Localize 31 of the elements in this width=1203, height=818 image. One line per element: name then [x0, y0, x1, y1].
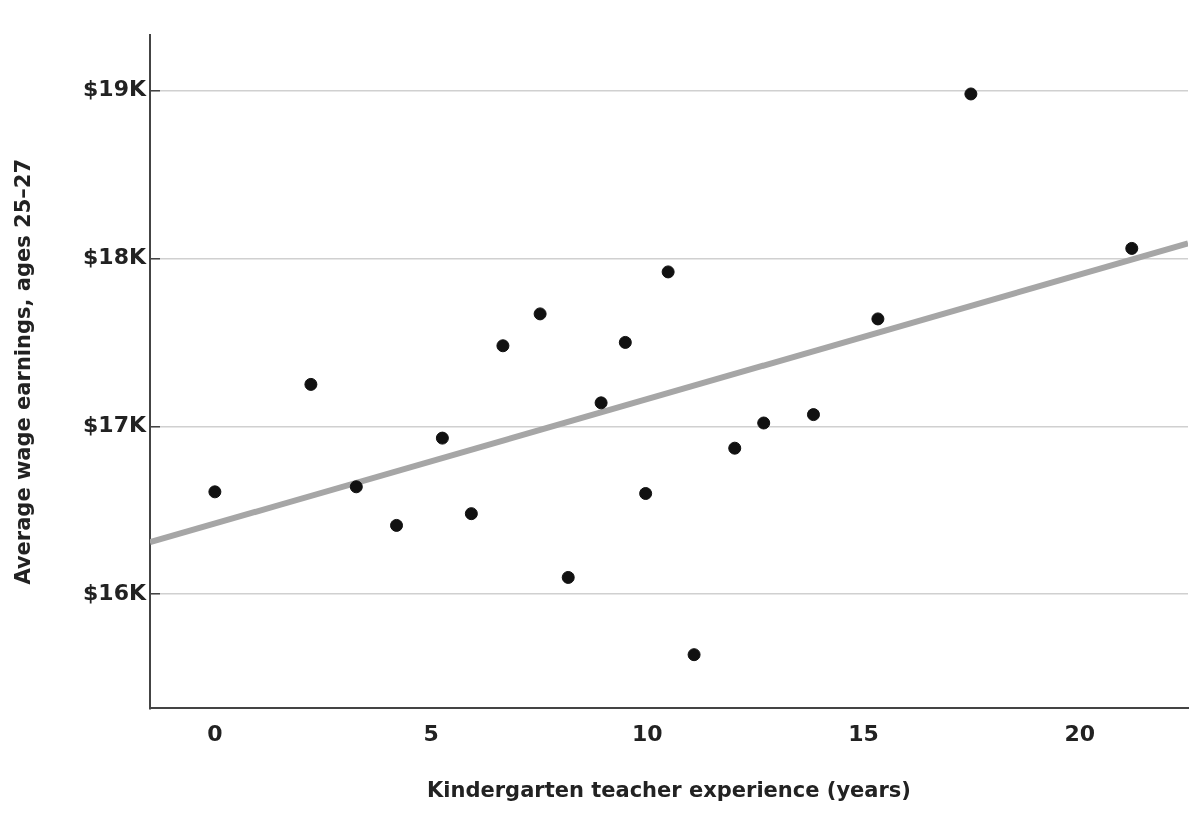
point [594, 396, 608, 410]
y-tick-label: $19K [83, 76, 147, 102]
point [304, 377, 318, 391]
point [728, 441, 742, 455]
x-tick-label: 0 [207, 721, 223, 747]
y-tick-label: $18K [83, 244, 147, 270]
x-tick-label: 15 [848, 721, 879, 747]
point [561, 570, 575, 584]
x-tick-label: 5 [423, 721, 439, 747]
point [806, 408, 820, 422]
point [390, 518, 404, 532]
y-tick-label: $17K [83, 412, 147, 438]
x-tick-label: 20 [1064, 721, 1096, 747]
point [464, 507, 478, 521]
point [435, 431, 449, 445]
point [687, 648, 701, 662]
point [661, 265, 675, 279]
point [618, 335, 632, 349]
point [496, 339, 510, 353]
x-axis-title: Kindergarten teacher experience (years) [427, 777, 911, 802]
point [757, 416, 771, 430]
point [208, 485, 222, 499]
point [964, 87, 978, 101]
point [871, 312, 885, 326]
point [349, 480, 363, 494]
point [533, 307, 547, 321]
point [639, 487, 653, 501]
point [1125, 241, 1139, 255]
y-axis-title: Average wage earnings, ages 25–27 [11, 159, 36, 585]
y-tick-label: $16K [83, 579, 147, 605]
x-tick-label: 10 [632, 721, 663, 747]
